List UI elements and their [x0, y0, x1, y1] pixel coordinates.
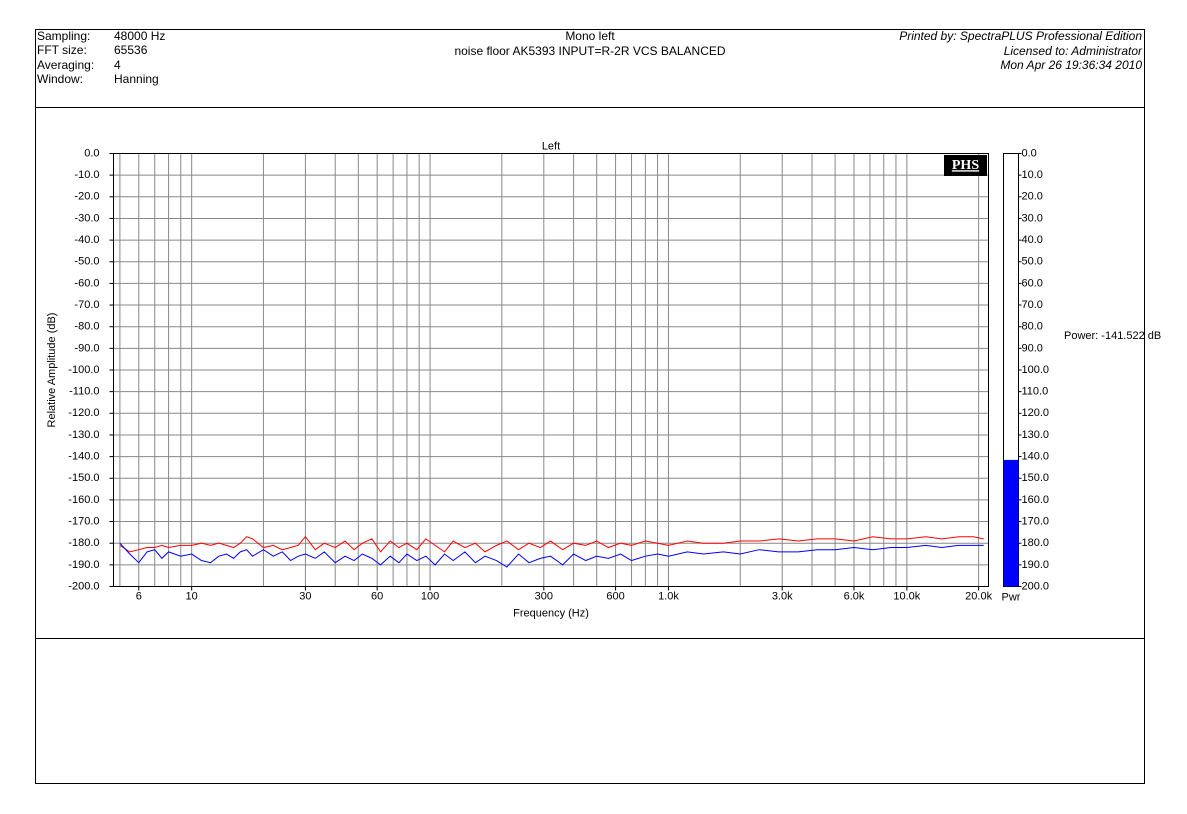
series-line — [119, 542, 984, 568]
y-tick-label: 80.0 — [1022, 321, 1043, 333]
y-tick-label: -160.0 — [68, 494, 99, 506]
y-tick-label: -180.0 — [68, 537, 99, 549]
plot-border — [113, 153, 989, 587]
field-value: Hanning — [114, 72, 159, 86]
y-tick-label: -110.0 — [69, 386, 99, 398]
bar — [1003, 459, 1019, 587]
y-tick-label: 0.0 — [1022, 147, 1037, 159]
printed-by: Printed by: SpectraPLUS Professional Edi… — [899, 29, 1142, 43]
chart-title: Left — [542, 140, 560, 152]
y-tick-label: 40.0 — [1022, 234, 1043, 246]
y-tick-label: 190.0 — [1022, 559, 1050, 571]
header-title: Mono left — [565, 29, 615, 43]
field-value: 48000 Hz — [114, 29, 165, 43]
y-tick-label: -30.0 — [74, 212, 99, 224]
x-tick-label: 3.0k — [772, 590, 793, 602]
y-tick-label: -200.0 — [68, 580, 99, 592]
field-label: FFT size: — [37, 43, 87, 57]
y-tick-label: 160.0 — [1022, 494, 1050, 506]
x-axis-label: Frequency (Hz) — [513, 607, 589, 619]
y-tick-label: 130.0 — [1022, 429, 1050, 441]
x-tick-label: Pwr — [1002, 591, 1021, 603]
x-tick-label: 30 — [299, 590, 311, 602]
y-tick-label: 100.0 — [1022, 364, 1050, 376]
field-label: Sampling: — [37, 29, 90, 43]
y-tick-label: -50.0 — [74, 256, 99, 268]
y-tick-label: 120.0 — [1022, 407, 1050, 419]
y-tick-label: -130.0 — [68, 429, 99, 441]
field-label: Averaging: — [37, 58, 94, 72]
y-tick-label: -150.0 — [68, 472, 99, 484]
series-line — [119, 535, 984, 553]
y-tick-label: -140.0 — [68, 451, 99, 463]
y-tick-label: 0.0 — [84, 147, 99, 159]
licensed-to: Licensed to: Administrator — [1004, 44, 1143, 58]
y-tick-label: 10.0 — [1022, 169, 1043, 181]
y-tick-label: 60.0 — [1022, 277, 1043, 289]
y-tick-label: 140.0 — [1022, 451, 1050, 463]
y-tick-label: 150.0 — [1022, 472, 1050, 484]
print-date: Mon Apr 26 19:36:34 2010 — [1000, 58, 1142, 72]
y-tick-label: 200.0 — [1022, 580, 1050, 592]
field-value: 4 — [114, 58, 121, 72]
x-tick-label: 10.0k — [893, 590, 920, 602]
x-tick-label: 6 — [136, 590, 142, 602]
y-tick-label: -80.0 — [74, 321, 99, 333]
x-tick-label: 1.0k — [658, 590, 679, 602]
y-tick-label: 170.0 — [1022, 515, 1050, 527]
y-tick-label: -100.0 — [68, 364, 99, 376]
y-tick-label: -60.0 — [74, 277, 99, 289]
y-tick-label: -120.0 — [68, 407, 99, 419]
x-tick-label: 10 — [186, 590, 198, 602]
logo-box — [944, 155, 987, 176]
header-subtitle: noise floor AK5393 INPUT=R-2R VCS BALANC… — [454, 44, 725, 58]
y-tick-label: -90.0 — [74, 342, 99, 354]
y-tick-label: 30.0 — [1022, 212, 1043, 224]
x-tick-label: 60 — [371, 590, 383, 602]
y-tick-label: -70.0 — [74, 299, 99, 311]
y-tick-label: 110.0 — [1022, 386, 1049, 398]
y-tick-label: -10.0 — [74, 169, 99, 181]
y-tick-label: -40.0 — [74, 234, 99, 246]
field-label: Window: — [37, 72, 83, 86]
x-tick-label: 600 — [606, 590, 624, 602]
field-value: 65536 — [114, 43, 148, 57]
x-tick-label: 6.0k — [844, 590, 865, 602]
logo: PHS — [952, 158, 979, 173]
x-tick-label: 100 — [421, 590, 439, 602]
x-tick-label: 20.0k — [965, 590, 992, 602]
frame — [35, 29, 1145, 784]
y-tick-label: 20.0 — [1022, 191, 1043, 203]
x-tick-label: 300 — [535, 590, 553, 602]
y-tick-label: -20.0 — [74, 191, 99, 203]
y-tick-label: 90.0 — [1022, 342, 1043, 354]
y-tick-label: -190.0 — [68, 559, 99, 571]
y-tick-label: 50.0 — [1022, 256, 1043, 268]
value-label: Power: -141.522 dB — [1064, 330, 1161, 342]
y-tick-label: -170.0 — [68, 515, 99, 527]
y-tick-label: 70.0 — [1022, 299, 1043, 311]
y-axis-label: Relative Amplitude (dB) — [46, 313, 58, 428]
y-tick-label: 180.0 — [1022, 537, 1050, 549]
